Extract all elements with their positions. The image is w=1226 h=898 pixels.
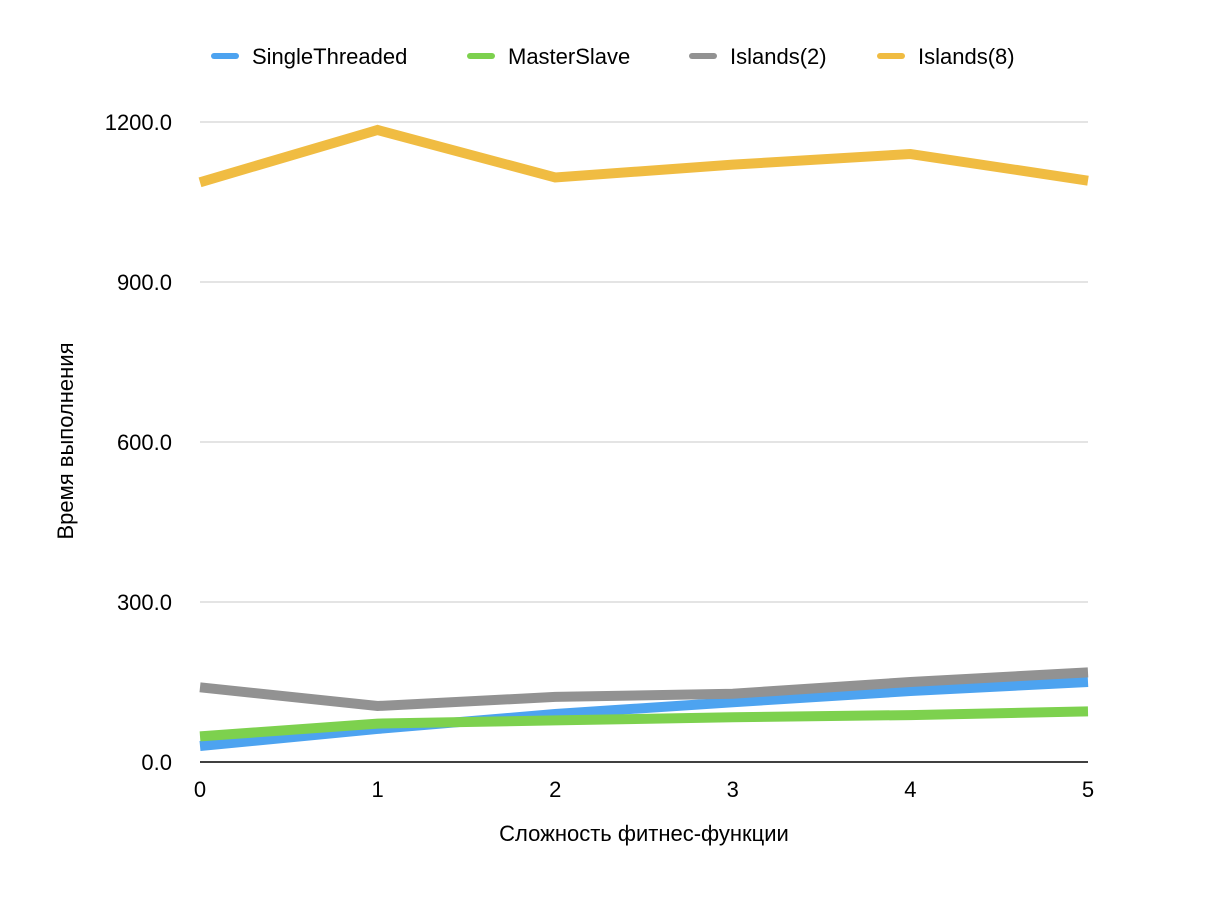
legend-label: Islands(2): [730, 44, 827, 69]
gridlines: [200, 121, 1088, 603]
series-line-islands-8: [198, 124, 1089, 188]
y-axis-ticks: 0.0 300.0 600.0 900.0 1200.0: [105, 110, 172, 775]
legend-label: MasterSlave: [508, 44, 630, 69]
series-line-masterslave: [199, 706, 1089, 742]
legend: SingleThreaded MasterSlave Islands(2) Islan…: [211, 44, 1015, 69]
x-tick-label: 3: [727, 777, 739, 802]
y-axis-title: Время выполнения: [53, 342, 78, 539]
x-tick-label: 0: [194, 777, 206, 802]
legend-label: Islands(8): [918, 44, 1015, 69]
legend-label: SingleThreaded: [252, 44, 407, 69]
x-tick-label: 1: [371, 777, 383, 802]
y-tick-label: 300.0: [117, 590, 172, 615]
y-tick-label: 1200.0: [105, 110, 172, 135]
y-tick-label: 0.0: [141, 750, 172, 775]
series-line-islands-2: [199, 667, 1089, 712]
x-tick-label: 5: [1082, 777, 1094, 802]
y-tick-label: 900.0: [117, 270, 172, 295]
series-line-singlethreaded: [199, 677, 1089, 751]
x-tick-label: 4: [904, 777, 916, 802]
series-lines: [198, 124, 1089, 751]
x-tick-label: 2: [549, 777, 561, 802]
x-axis-title: Сложность фитнес-функции: [499, 821, 789, 846]
x-axis-ticks: 0 1 2 3 4 5: [194, 777, 1094, 802]
y-tick-label: 600.0: [117, 430, 172, 455]
